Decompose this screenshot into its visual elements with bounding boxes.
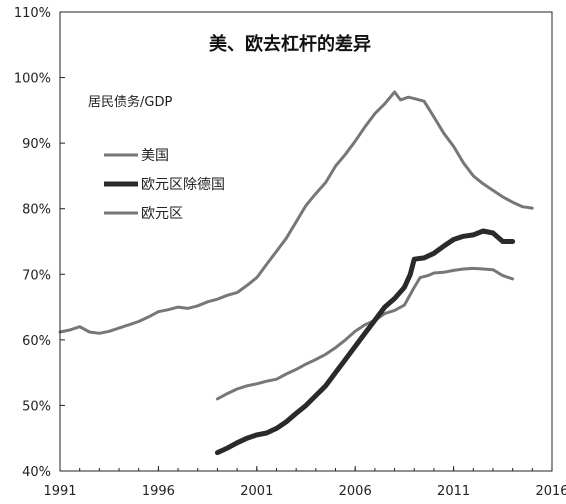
y-tick-label: 110% (14, 6, 51, 21)
series-line-0 (58, 90, 534, 335)
y-tick-label: 90% (22, 137, 51, 152)
y-tick-label: 70% (22, 268, 51, 283)
plot-frame (59, 11, 553, 472)
y-tick-label: 100% (14, 72, 51, 87)
chart-title: 美、欧去杠杆的差异 (209, 33, 371, 55)
x-tick-label: 2006 (339, 484, 372, 499)
y-tick-label: 50% (22, 399, 51, 414)
legend-label: 美国 (141, 148, 169, 164)
x-tick-label: 1996 (142, 484, 175, 499)
plot-area (58, 90, 534, 456)
axes: 40% 50% 60% 70% 80% 90% 100% 110% 1991 1996 2001 20… (14, 6, 566, 499)
x-tick-label: 2011 (437, 484, 470, 499)
y-axis-label: 居民债务/GDP (88, 94, 172, 110)
legend-label: 欧元区除德国 (141, 177, 225, 193)
x-tick-label: 2001 (240, 484, 273, 499)
legend-label: 欧元区 (141, 206, 183, 222)
series-line-2 (215, 266, 515, 401)
x-tick-label: 1991 (43, 484, 76, 499)
series-line-1 (214, 228, 516, 456)
y-tick-label: 60% (22, 334, 51, 349)
y-tick-label: 80% (22, 203, 51, 218)
y-tick-label: 40% (22, 465, 51, 480)
x-tick-label: 2016 (535, 484, 566, 499)
